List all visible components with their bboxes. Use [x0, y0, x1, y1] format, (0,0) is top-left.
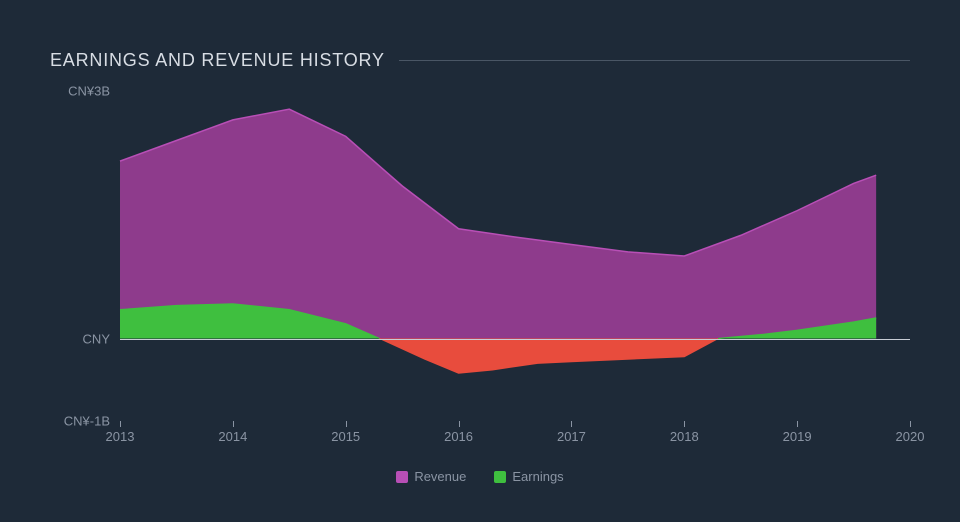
- legend-label: Earnings: [512, 469, 563, 484]
- plot-svg: [120, 91, 910, 421]
- x-tick-mark: [120, 421, 121, 427]
- x-tick-label: 2016: [444, 429, 473, 444]
- x-tick-mark: [797, 421, 798, 427]
- x-tick-label: 2014: [218, 429, 247, 444]
- x-tick-mark: [346, 421, 347, 427]
- legend-item: Earnings: [494, 469, 563, 484]
- x-tick-label: 2020: [896, 429, 925, 444]
- legend-swatch: [494, 471, 506, 483]
- x-tick-mark: [910, 421, 911, 427]
- y-tick-label: CNY: [83, 331, 110, 346]
- chart-title: EARNINGS AND REVENUE HISTORY: [50, 50, 385, 71]
- legend: Revenue Earnings: [50, 469, 910, 484]
- y-tick-label: CN¥3B: [68, 84, 110, 99]
- chart-wrap: CN¥3BCNYCN¥-1B 2013201420152016201720182…: [50, 91, 910, 453]
- title-rule: [399, 60, 910, 61]
- legend-item: Revenue: [396, 469, 466, 484]
- x-tick-mark: [459, 421, 460, 427]
- x-tick-mark: [684, 421, 685, 427]
- y-axis: CN¥3BCNYCN¥-1B: [40, 91, 110, 421]
- x-tick-mark: [233, 421, 234, 427]
- legend-label: Revenue: [414, 469, 466, 484]
- plot-area: [120, 91, 910, 421]
- x-tick-label: 2013: [106, 429, 135, 444]
- chart-container: EARNINGS AND REVENUE HISTORY CN¥3BCNYCN¥…: [0, 0, 960, 522]
- legend-swatch: [396, 471, 408, 483]
- title-row: EARNINGS AND REVENUE HISTORY: [50, 50, 910, 71]
- x-axis: 20132014201520162017201820192020: [120, 429, 910, 453]
- x-tick-label: 2017: [557, 429, 586, 444]
- y-tick-label: CN¥-1B: [64, 414, 110, 429]
- earnings-area-negative: [380, 339, 719, 374]
- x-tick-mark: [571, 421, 572, 427]
- x-tick-label: 2019: [783, 429, 812, 444]
- zero-line: [120, 339, 910, 340]
- x-tick-label: 2015: [331, 429, 360, 444]
- x-tick-label: 2018: [670, 429, 699, 444]
